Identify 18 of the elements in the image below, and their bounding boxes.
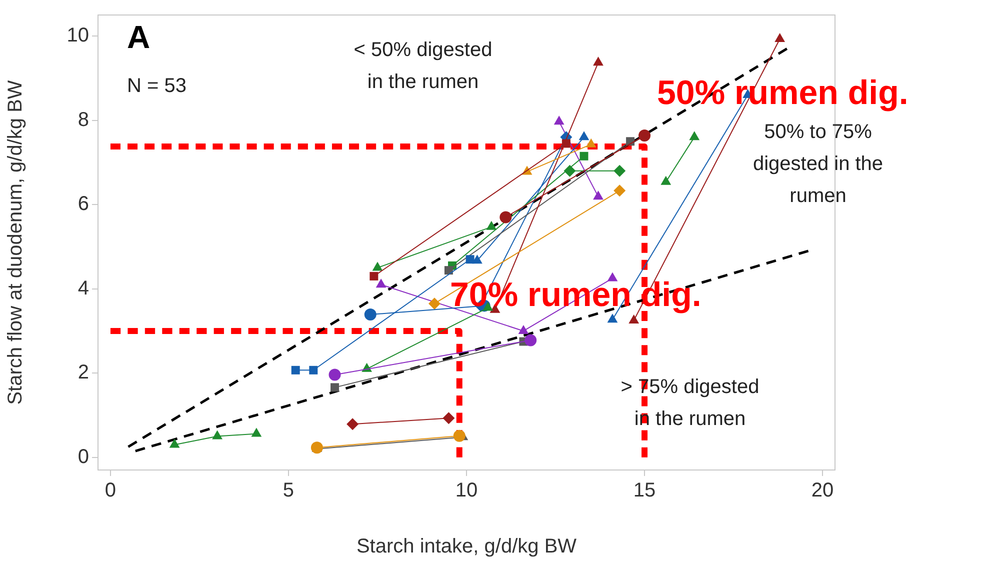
y-tick-label: 4 xyxy=(78,277,89,300)
y-tick-label: 0 xyxy=(78,446,89,468)
x-tick-label: 20 xyxy=(811,480,834,502)
y-tick-label: 10 xyxy=(66,24,89,47)
y-tick-label: 6 xyxy=(78,193,89,216)
y-tick-label: 2 xyxy=(78,362,89,384)
annotation: A xyxy=(127,19,150,55)
x-tick-label: 0 xyxy=(104,480,116,502)
x-tick-label: 10 xyxy=(455,480,478,502)
y-tick-label: 8 xyxy=(78,108,89,131)
annotation: N = 53 xyxy=(127,75,186,97)
x-tick-label: 5 xyxy=(282,480,294,502)
annotation: 50% to 75% digested in the rumen xyxy=(752,121,884,207)
y-axis-title: Starch flow at duodenum, g/d/kg BW xyxy=(4,80,27,405)
annotation: > 75% digested in the rumen xyxy=(620,376,760,430)
annotation: < 50% digested in the rumen xyxy=(354,39,492,93)
x-tick-label: 15 xyxy=(633,480,656,502)
x-axis-title: Starch intake, g/d/kg BW xyxy=(356,536,577,558)
